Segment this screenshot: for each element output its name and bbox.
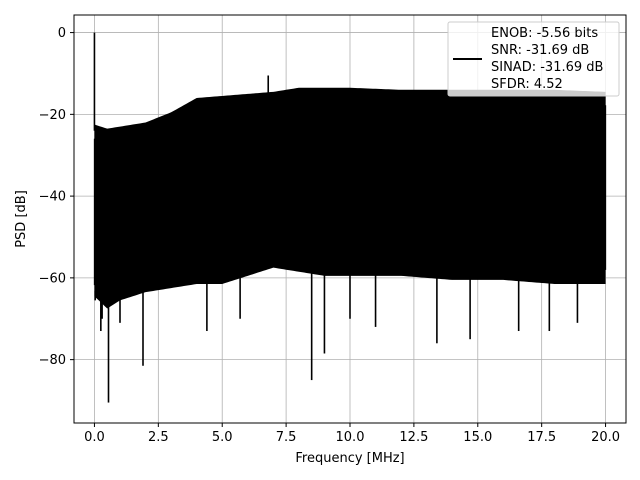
psd-series-band [94,87,606,309]
y-tick-label: −20 [39,108,66,123]
x-tick-label: 17.5 [527,430,556,445]
legend-entry-enob: ENOB: -5.56 bits [491,26,598,41]
x-tick-label: 12.5 [399,430,428,445]
y-tick-label: −80 [39,353,66,368]
x-tick-label: 5.0 [212,430,233,445]
x-tick-label: 0.0 [84,430,105,445]
y-tick-label: 0 [58,26,66,41]
y-tick-label: −40 [39,190,66,205]
y-axis-title: PSD [dB] [14,190,29,248]
x-tick-label: 15.0 [463,430,492,445]
x-tick-label: 7.5 [276,430,297,445]
y-tick-label: −60 [39,271,66,286]
axis-ticks: 0.0 2.5 5.0 7.5 10.0 12.5 15.0 17.5 20.0 0 −20 −40 −… [39,26,620,445]
x-axis-title: Frequency [MHz] [295,451,404,466]
legend-entry-sfdr: SFDR: 4.52 [491,77,563,92]
legend-entry-snr: SNR: -31.69 dB [491,43,589,58]
x-tick-label: 10.0 [336,430,365,445]
legend: ENOB: -5.56 bits SNR: -31.69 dB SINAD: -… [447,21,620,97]
x-tick-label: 20.0 [591,430,620,445]
legend-entry-sinad: SINAD: -31.69 dB [491,60,603,75]
plot-area [93,32,607,403]
legend-box [447,21,620,97]
x-tick-label: 2.5 [148,430,169,445]
